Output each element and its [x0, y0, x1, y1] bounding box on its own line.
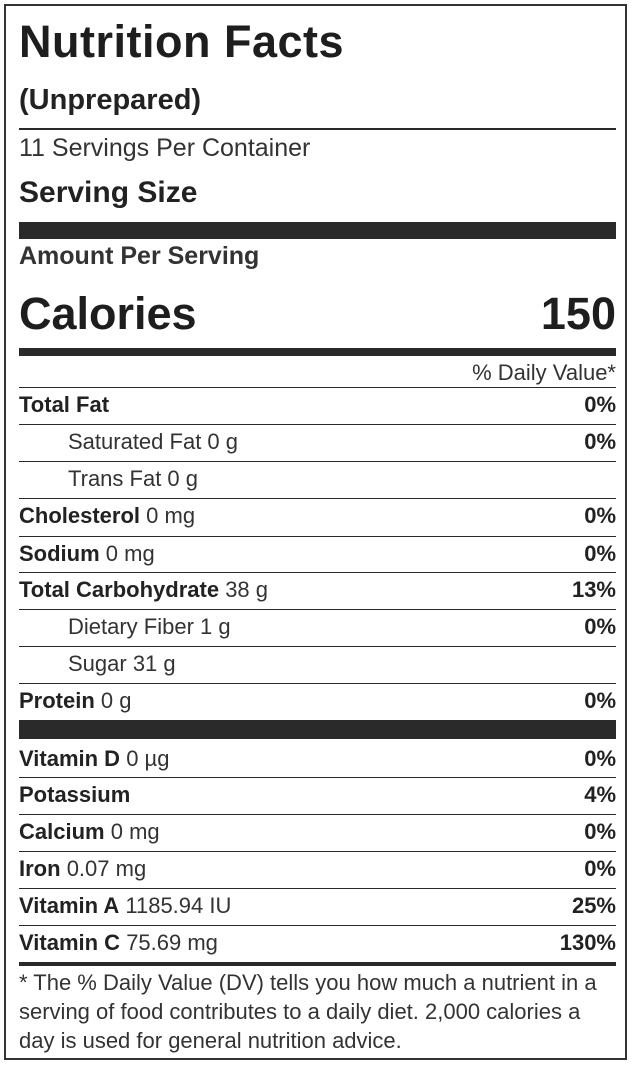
label-subtitle: (Unprepared) [19, 84, 202, 116]
calories-label: Calories [19, 288, 197, 339]
nutrient-amount: 38 g [225, 577, 269, 602]
nutrient-row: Trans Fat 0 g [19, 462, 616, 498]
vitamin-name: Vitamin D [19, 746, 121, 771]
nutrient-name: Sugar 31 g [68, 651, 176, 676]
nutrient-name: Sodium [19, 541, 100, 566]
divider [19, 461, 616, 462]
daily-value-footnote: * The % Daily Value (DV) tells you how m… [19, 970, 597, 1053]
nutrient-dv: 0% [584, 614, 616, 639]
calories-value: 150 [540, 288, 616, 339]
nutrient-amount: 0 mg [146, 503, 196, 528]
divider [19, 814, 616, 815]
divider [19, 777, 616, 778]
vitamin-row: Iron 0.07 mg 0% [19, 852, 616, 888]
vitamin-row: Potassium 4% [19, 778, 616, 814]
thick-divider [19, 720, 616, 739]
nutrient-amount: 0 mg [105, 541, 155, 566]
divider [19, 536, 616, 537]
nutrient-row: Sugar 31 g [19, 647, 616, 683]
nutrient-dv: 0% [584, 392, 616, 417]
vitamin-amount: 75.69 mg [126, 930, 218, 955]
nutrient-name: Cholesterol [19, 503, 141, 528]
vitamin-amount: 0 µg [126, 746, 170, 771]
vitamin-name: Vitamin A [19, 893, 120, 918]
vitamin-name: Potassium [19, 782, 131, 807]
vitamin-name: Iron [19, 856, 61, 881]
daily-value-header: % Daily Value* [472, 360, 616, 385]
divider [19, 646, 616, 647]
vitamin-dv: 0% [584, 856, 616, 881]
vitamin-amount: 0 mg [110, 819, 160, 844]
vitamin-dv: 4% [584, 782, 616, 807]
nutrient-name: Protein [19, 688, 95, 713]
nutrient-row: Cholesterol 0 mg 0% [19, 499, 616, 535]
vitamin-name: Calcium [19, 819, 105, 844]
vitamin-name: Vitamin C [19, 930, 121, 955]
divider [19, 609, 616, 610]
medium-divider [19, 348, 616, 356]
nutrient-row: Total Carbohydrate 38 g 13% [19, 573, 616, 609]
nutrient-name: Saturated Fat 0 g [68, 429, 238, 454]
nutrient-dv: 13% [571, 577, 616, 602]
divider [19, 387, 616, 388]
vitamin-row: Vitamin A 1185.94 IU 25% [19, 889, 616, 925]
nutrient-name: Total Fat [19, 392, 110, 417]
vitamin-dv: 25% [571, 893, 616, 918]
divider [19, 925, 616, 926]
nutrition-facts-label: Nutrition Facts (Unprepared) 11 Servings… [4, 4, 627, 1060]
servings-per-container: 11 Servings Per Container [19, 134, 311, 162]
vitamin-dv: 0% [584, 746, 616, 771]
nutrient-name: Dietary Fiber 1 g [68, 614, 231, 639]
divider [19, 498, 616, 499]
nutrient-row: Sodium 0 mg 0% [19, 537, 616, 573]
vitamin-row: Calcium 0 mg 0% [19, 815, 616, 851]
thick-divider [19, 222, 616, 239]
nutrient-dv: 0% [584, 429, 616, 454]
nutrient-name: Trans Fat 0 g [68, 466, 199, 491]
vitamin-dv: 130% [559, 930, 616, 955]
label-content: Nutrition Facts (Unprepared) 11 Servings… [19, 6, 616, 1058]
vitamin-row: Vitamin C 75.69 mg 130% [19, 926, 616, 962]
vitamin-amount: 1185.94 IU [125, 893, 232, 918]
nutrient-row: Saturated Fat 0 g 0% [19, 425, 616, 461]
serving-size-label: Serving Size [19, 176, 198, 209]
nutrient-dv: 0% [584, 688, 616, 713]
vitamin-row: Vitamin D 0 µg 0% [19, 742, 616, 778]
nutrient-dv: 0% [584, 503, 616, 528]
label-title: Nutrition Facts [19, 16, 345, 67]
nutrient-name: Total Carbohydrate [19, 577, 220, 602]
divider [19, 888, 616, 889]
vitamin-dv: 0% [584, 819, 616, 844]
divider [19, 572, 616, 573]
nutrient-row: Total Fat 0% [19, 388, 616, 424]
medium-divider [19, 962, 616, 966]
nutrient-dv: 0% [584, 541, 616, 566]
amount-per-serving: Amount Per Serving [19, 242, 260, 270]
divider [19, 851, 616, 852]
nutrient-row: Dietary Fiber 1 g 0% [19, 610, 616, 646]
nutrient-row: Protein 0 g 0% [19, 684, 616, 720]
divider [19, 683, 616, 684]
vitamin-amount: 0.07 mg [66, 856, 147, 881]
nutrient-amount: 0 g [100, 688, 132, 713]
divider [19, 424, 616, 425]
divider [19, 128, 616, 130]
